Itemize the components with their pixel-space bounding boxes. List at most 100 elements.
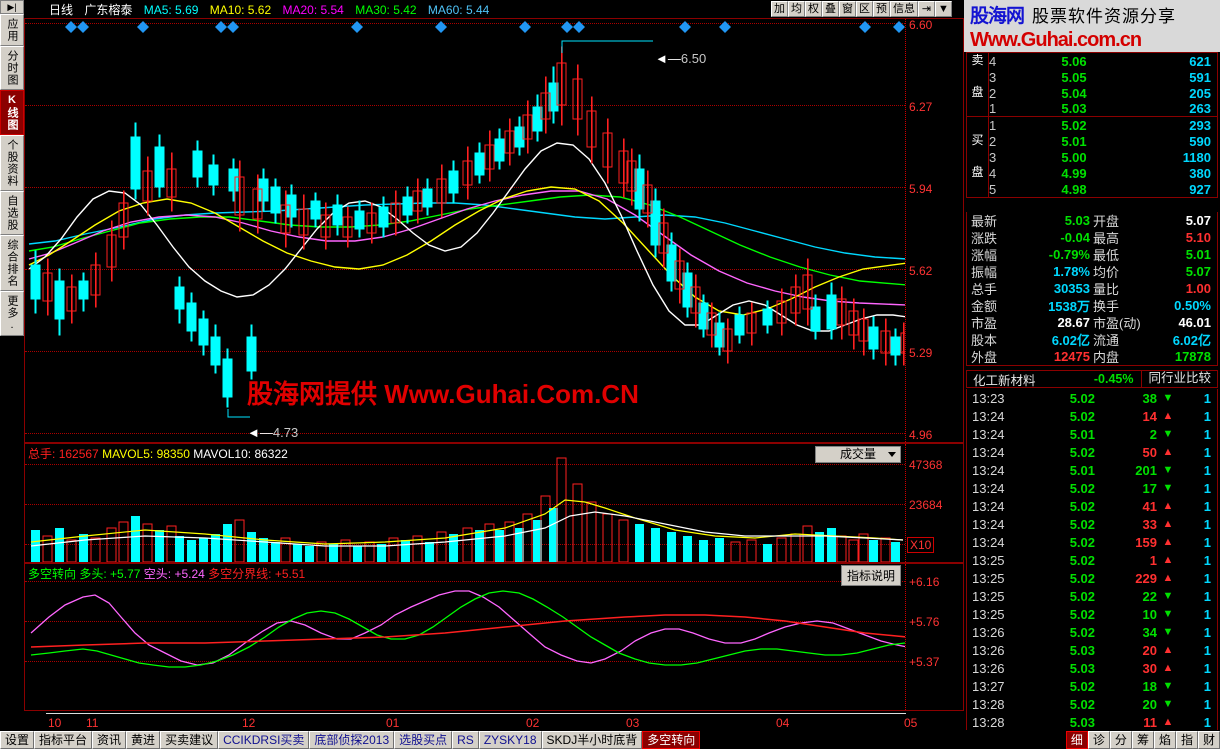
- sidebar-item-ranking[interactable]: 综合排名: [0, 235, 24, 291]
- tick-row[interactable]: 13:25 5.02 229 ▲ 1: [967, 569, 1217, 587]
- toolbar-button-avg[interactable]: 均: [788, 1, 805, 17]
- toolbar-button-info[interactable]: 信息: [890, 1, 918, 17]
- price-chart-panel[interactable]: ◄—6.50 ◄—4.73 股海网提供 Www.Guhai.Com.CN 财 6…: [24, 18, 964, 443]
- arrow-down-icon: ▼: [1162, 608, 1174, 620]
- taskbar-button-skdj[interactable]: SKDJ半小时底背: [541, 731, 643, 749]
- right-tab-finance[interactable]: 财: [1197, 731, 1220, 749]
- taskbar-button-bottom-detect[interactable]: 底部侦探2013: [309, 731, 395, 749]
- trade-tick-list[interactable]: 13:23 5.02 38 ▼ 1 13:24 5.02 14 ▲ 1 13:24 5.01 2 ▼ 1…: [966, 389, 1218, 732]
- tick-count: 1: [1203, 642, 1211, 658]
- taskbar-button-news[interactable]: 资讯: [92, 731, 127, 749]
- tick-count: 1: [1203, 606, 1211, 622]
- tick-count: 1: [1203, 660, 1211, 676]
- tick-count: 1: [1203, 714, 1211, 730]
- tick-row[interactable]: 13:25 5.02 10 ▼ 1: [967, 605, 1217, 623]
- tick-row[interactable]: 13:24 5.02 50 ▲ 1: [967, 443, 1217, 461]
- bid-row[interactable]: 1 5.02 293: [967, 117, 1217, 133]
- tick-row[interactable]: 13:24 5.01 2 ▼ 1: [967, 425, 1217, 443]
- taskbar-button-settings[interactable]: 设置: [0, 731, 35, 749]
- order-book[interactable]: 卖 4 5.06 621 3 5.05 591 盘 2 5.04 205 1 5…: [966, 52, 1218, 198]
- toolbar-button-overlay[interactable]: 叠: [822, 1, 839, 17]
- stat-value: 28.67: [1057, 315, 1090, 330]
- stats-row: 总手 30353 量比 1.00: [967, 280, 1217, 297]
- taskbar-button-rs[interactable]: RS: [452, 731, 479, 749]
- tick-row[interactable]: 13:25 5.02 22 ▼ 1: [967, 587, 1217, 605]
- sidebar-item-apps[interactable]: 应用: [0, 14, 24, 46]
- taskbar-button-trade-advice[interactable]: 买卖建议: [160, 731, 219, 749]
- taskbar-button-stock-pick[interactable]: 选股买点: [394, 731, 453, 749]
- sidebar-item-stockinfo[interactable]: 个股资料: [0, 135, 24, 191]
- banner-tagline: 股票软件资源分享: [1032, 6, 1177, 26]
- volume-y-axis: 47368 23684 X10: [905, 444, 963, 562]
- volume-plot[interactable]: [25, 444, 905, 562]
- tick-row[interactable]: 13:28 5.02 20 ▼ 1: [967, 695, 1217, 713]
- toolbar-button-window[interactable]: 窗: [839, 1, 856, 17]
- bid-row[interactable]: 盘 4 4.99 380: [967, 165, 1217, 181]
- industry-compare-button[interactable]: 同行业比较: [1141, 370, 1217, 388]
- tick-row[interactable]: 13:24 5.02 14 ▲ 1: [967, 407, 1217, 425]
- right-tab-chips[interactable]: 筹: [1131, 731, 1154, 749]
- right-tab-diagnose[interactable]: 诊: [1087, 731, 1110, 749]
- toolbar-button-add[interactable]: 加: [771, 1, 788, 17]
- tick-time: 13:27: [972, 678, 1005, 694]
- sidebar-item-kline[interactable]: K线图: [0, 90, 24, 135]
- ask-row[interactable]: 盘 2 5.04 205: [967, 85, 1217, 101]
- arrow-down-icon: ▼: [1162, 482, 1174, 494]
- tick-count: 1: [1203, 696, 1211, 712]
- right-tab-flame[interactable]: 焰: [1153, 731, 1176, 749]
- next-arrow-icon[interactable]: ⇥: [918, 1, 935, 17]
- ask-volume: 263: [1189, 101, 1211, 116]
- stat-key: 最高: [1093, 231, 1120, 246]
- toolbar-button-zone[interactable]: 区: [856, 1, 873, 17]
- toolbar-button-right[interactable]: 权: [805, 1, 822, 17]
- arrow-up-icon: ▲: [1162, 500, 1174, 512]
- tick-price: 5.02: [1069, 552, 1095, 568]
- bid-row[interactable]: 买 2 5.01 590: [967, 133, 1217, 149]
- sidebar-item-timechart[interactable]: 分时图: [0, 46, 24, 90]
- stat-value: 17878: [1174, 349, 1211, 364]
- tick-row[interactable]: 13:28 5.03 11 ▲ 1: [967, 713, 1217, 731]
- tick-count: 1: [1203, 426, 1211, 442]
- tick-row[interactable]: 13:26 5.02 34 ▼ 1: [967, 623, 1217, 641]
- tick-row[interactable]: 13:24 5.01 201 ▼ 1: [967, 461, 1217, 479]
- taskbar-button-ccikdrsi[interactable]: CCIKDRSI买卖: [218, 731, 310, 749]
- ask-row[interactable]: 1 5.03 263: [967, 100, 1217, 117]
- right-tab-detail[interactable]: 细: [1065, 731, 1088, 749]
- ask-row[interactable]: 3 5.05 591: [967, 69, 1217, 85]
- chevron-down-icon[interactable]: [888, 452, 896, 457]
- chevron-down-icon[interactable]: ▼: [935, 1, 952, 17]
- sidebar-item-watchlist[interactable]: 自选股: [0, 191, 24, 235]
- bid-row[interactable]: 3 5.00 1180: [967, 149, 1217, 165]
- indicator-note-button[interactable]: 指标说明: [840, 565, 901, 586]
- volume-panel[interactable]: 总手: 162567 MAVOL5: 98350 MAVOL10: 86322 …: [24, 443, 964, 563]
- tick-row[interactable]: 13:26 5.03 30 ▲ 1: [967, 659, 1217, 677]
- toolbar-button-alert[interactable]: 预: [873, 1, 890, 17]
- low-annotation: ◄—4.73: [247, 425, 299, 440]
- taskbar-button-huangjin[interactable]: 黄进: [126, 731, 161, 749]
- stat-value: 6.02亿: [1051, 333, 1090, 348]
- taskbar-button-zysky18[interactable]: ZYSKY18: [478, 731, 542, 749]
- tick-row[interactable]: 13:24 5.02 159 ▲ 1: [967, 533, 1217, 551]
- tick-row[interactable]: 13:24 5.02 33 ▲ 1: [967, 515, 1217, 533]
- taskbar-button-indicator-platform[interactable]: 指标平台: [34, 731, 93, 749]
- x-tick: 10: [48, 716, 62, 730]
- ask-row[interactable]: 卖 4 5.06 621: [967, 53, 1217, 69]
- indicator-panel[interactable]: 多空转向 多头: +5.77 空头: +5.24 多空分界线: +5.51 指标…: [24, 563, 964, 711]
- sector-bar[interactable]: 化工新材料 -0.45% 同行业比较: [966, 370, 1218, 388]
- tick-row[interactable]: 13:23 5.02 38 ▼ 1: [967, 389, 1217, 407]
- sidebar-item-more[interactable]: 更多.: [0, 291, 24, 336]
- tick-row[interactable]: 13:24 5.02 41 ▲ 1: [967, 497, 1217, 515]
- volume-indicator-select[interactable]: 成交量: [815, 446, 901, 463]
- indicator-plot[interactable]: [25, 581, 905, 672]
- expand-icon[interactable]: ▶|: [0, 0, 24, 14]
- right-tab-minute[interactable]: 分: [1109, 731, 1132, 749]
- tick-row[interactable]: 13:24 5.02 17 ▼ 1: [967, 479, 1217, 497]
- tick-time: 13:24: [972, 462, 1005, 478]
- tick-row[interactable]: 13:26 5.03 20 ▲ 1: [967, 641, 1217, 659]
- price-plot[interactable]: ◄—6.50 ◄—4.73 股海网提供 Www.Guhai.Com.CN 财: [25, 19, 905, 442]
- taskbar-button-duokong[interactable]: 多空转向: [642, 731, 701, 749]
- tick-row[interactable]: 13:25 5.02 1 ▲ 1: [967, 551, 1217, 569]
- tick-row[interactable]: 13:27 5.02 18 ▼ 1: [967, 677, 1217, 695]
- bid-row[interactable]: 5 4.98 927: [967, 181, 1217, 197]
- right-tab-index[interactable]: 指: [1175, 731, 1198, 749]
